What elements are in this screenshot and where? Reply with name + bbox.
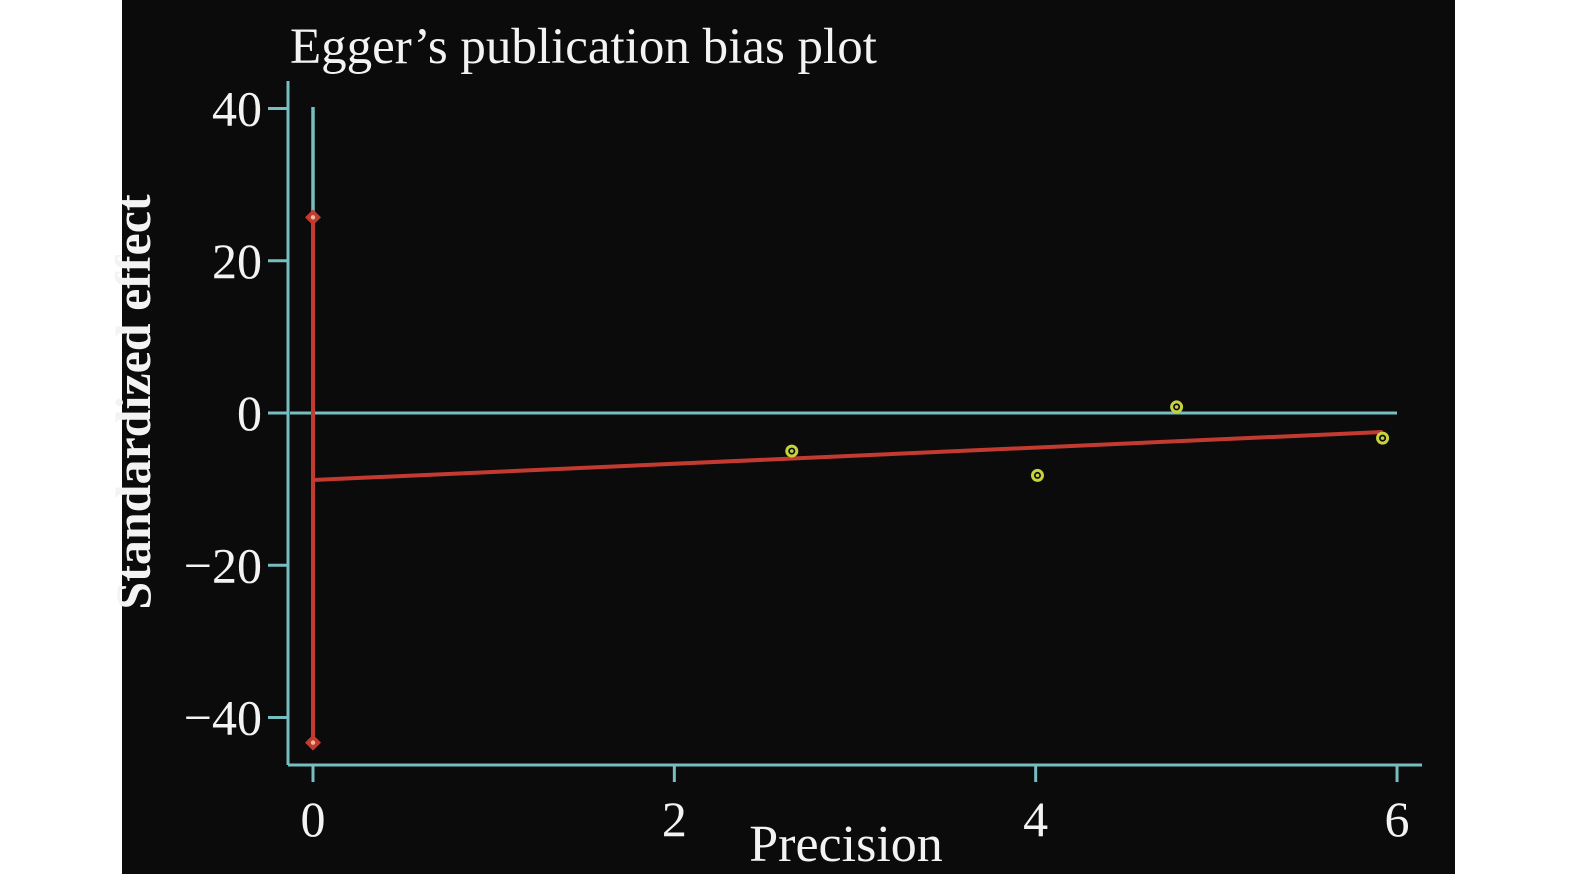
interval-endpoint-center-dot: [310, 215, 316, 220]
study-point-center-dot: [1380, 436, 1385, 440]
y-axis-label: Standardized effect: [105, 194, 161, 610]
study-point: [1376, 431, 1390, 445]
x-tick-label: 2: [662, 791, 687, 847]
interval-endpoint-center-dot: [310, 740, 316, 745]
study-point-center-dot: [1035, 473, 1040, 478]
x-tick-label: 4: [1023, 791, 1048, 847]
y-tick-label: −40: [184, 690, 262, 746]
chart-title: Egger’s publication bias plot: [290, 19, 877, 75]
y-tick-label: 0: [237, 385, 262, 441]
x-tick-label: 6: [1385, 791, 1410, 847]
chart-marks: 40 20 0 −20 −40 0 2 4 6: [184, 81, 1422, 847]
study-point: [1030, 468, 1044, 482]
x-axis-label: Precision: [749, 816, 943, 873]
study-point: [1170, 400, 1184, 414]
y-tick-label: 20: [212, 233, 262, 289]
study-point: [785, 444, 799, 458]
egger-regression-line: [312, 430, 1383, 482]
y-tick-label: −20: [184, 537, 262, 593]
study-point-center-dot: [789, 449, 794, 453]
study-point-center-dot: [1174, 405, 1179, 409]
x-tick-label: 0: [301, 791, 326, 847]
y-tick-label: 40: [212, 81, 262, 137]
